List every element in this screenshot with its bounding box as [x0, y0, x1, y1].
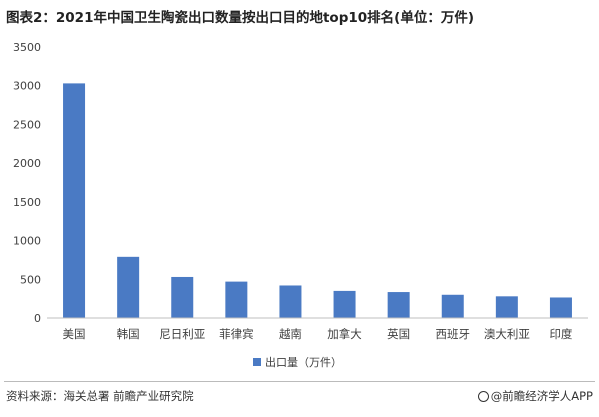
legend-label: 出口量（万件）: [265, 355, 342, 369]
chart-title: 图表2：2021年中国卫生陶瓷出口数量按出口目的地top10排名(单位：万件): [6, 10, 474, 26]
y-tick-label: 3500: [13, 41, 41, 54]
y-tick-label: 0: [34, 312, 41, 325]
footer: 资料来源：海关总署 前瞻产业研究院 @前瞻经济学人APP: [0, 381, 599, 417]
x-tick-label: 美国: [63, 327, 86, 341]
x-tick-label: 菲律宾: [219, 327, 254, 341]
brand-logo-icon: [477, 391, 489, 402]
x-tick-label: 澳大利亚: [484, 327, 530, 341]
y-tick-label: 2000: [13, 157, 41, 170]
y-tick-label: 2500: [13, 118, 41, 131]
bar-5: [333, 290, 356, 318]
x-tick-label: 越南: [279, 327, 302, 341]
x-tick-label: 加拿大: [327, 327, 362, 341]
x-tick-label: 韩国: [117, 327, 140, 341]
y-axis: 0 500 1000 1500 2000 2500 3000 3500: [13, 41, 41, 325]
brand-text: @前瞻经济学人APP: [490, 389, 593, 403]
bar-chart: 0 500 1000 1500 2000 2500 3000 3500 美国 韩国 尼日利亚 菲律宾…: [13, 41, 588, 369]
brand-credit: @前瞻经济学人APP: [477, 388, 593, 404]
y-tick-label: 1500: [13, 196, 41, 209]
bar-1: [117, 256, 140, 318]
footer-divider: [4, 381, 595, 382]
x-tick-label: 西班牙: [436, 327, 471, 341]
bar-6: [387, 292, 410, 318]
x-tick-label: 印度: [549, 327, 572, 341]
x-tick-label: 英国: [387, 327, 410, 341]
source-note: 资料来源：海关总署 前瞻产业研究院: [6, 389, 194, 403]
y-tick-label: 1000: [13, 235, 41, 248]
bar-9: [549, 297, 572, 318]
bars: [63, 83, 572, 319]
bar-4: [279, 285, 302, 318]
x-tick-label: 尼日利亚: [159, 327, 205, 341]
bar-0: [63, 83, 86, 319]
bar-2: [171, 276, 194, 318]
bar-3: [225, 281, 248, 318]
x-axis: 美国 韩国 尼日利亚 菲律宾 越南 加拿大 英国 西班牙 澳大利亚 印度: [47, 317, 588, 341]
y-tick-label: 3000: [13, 80, 41, 93]
legend-swatch: [253, 358, 261, 366]
bar-8: [495, 296, 518, 318]
y-tick-label: 500: [20, 273, 41, 286]
bar-7: [441, 294, 464, 318]
legend: 出口量（万件）: [253, 355, 342, 369]
